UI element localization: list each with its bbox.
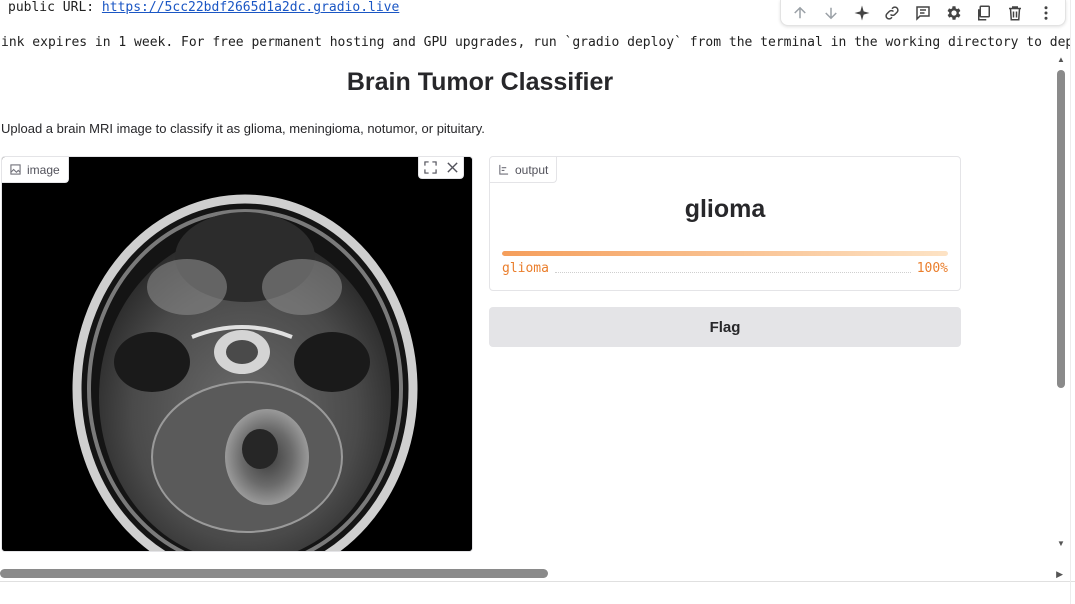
trash-icon[interactable] (1003, 1, 1027, 25)
arrow-down-icon[interactable] (819, 1, 843, 25)
label-icon (499, 164, 509, 175)
horizontal-scroll-thumb[interactable] (0, 569, 548, 578)
confidence-row: glioma 100% (502, 261, 948, 276)
image-input-label: image (2, 157, 69, 183)
more-vert-icon[interactable] (1034, 1, 1058, 25)
scroll-down-arrow-icon[interactable]: ▼ (1057, 539, 1065, 548)
close-icon[interactable] (441, 157, 463, 179)
mri-image (2, 157, 472, 551)
confidence-value: 100% (916, 261, 948, 276)
flag-button[interactable]: Flag (489, 307, 961, 347)
scroll-up-arrow-icon[interactable]: ▲ (1057, 55, 1065, 64)
right-divider (1070, 0, 1071, 604)
link-icon[interactable] (880, 1, 904, 25)
confidence-bar (502, 251, 948, 256)
output-label-text: output (515, 162, 549, 177)
output-panel: output glioma glioma 100% (489, 156, 961, 291)
sparkle-icon[interactable] (850, 1, 874, 25)
image-tools (418, 157, 464, 179)
vertical-scroll-thumb[interactable] (1057, 70, 1065, 388)
confidence-bar-fill (502, 251, 948, 256)
comment-icon[interactable] (911, 1, 935, 25)
mirror-cell-icon[interactable] (972, 1, 996, 25)
confidence-dots (554, 265, 911, 273)
predicted-class: glioma (684, 195, 766, 223)
image-label-text: image (27, 162, 60, 177)
cell-toolbar (780, 0, 1066, 26)
horizontal-scrollbar[interactable]: ▶ (0, 566, 1067, 580)
public-url-prefix: public URL: (8, 0, 102, 15)
app-title: Brain Tumor Classifier (346, 68, 614, 96)
image-input-panel[interactable]: image (1, 156, 473, 552)
image-icon (10, 164, 21, 175)
public-url-line: public URL: https://5cc22bdf2665d1a2dc.g… (8, 0, 399, 15)
bottom-divider (0, 581, 1075, 582)
confidence-label: glioma (502, 261, 549, 276)
scroll-right-arrow-icon[interactable]: ▶ (1056, 569, 1063, 579)
output-label: output (490, 157, 558, 183)
app-description: Upload a brain MRI image to classify it … (1, 121, 485, 136)
gradio-frame: Brain Tumor Classifier Upload a brain MR… (0, 56, 1055, 566)
gear-icon[interactable] (942, 1, 966, 25)
public-url-link[interactable]: https://5cc22bdf2665d1a2dc.gradio.live (101, 0, 400, 15)
link-expiry-line: ink expires in 1 week. For free permanen… (1, 35, 1071, 50)
fullscreen-icon[interactable] (419, 157, 441, 179)
vertical-scrollbar[interactable]: ▲ ▼ (1055, 56, 1067, 548)
arrow-up-icon[interactable] (788, 1, 812, 25)
